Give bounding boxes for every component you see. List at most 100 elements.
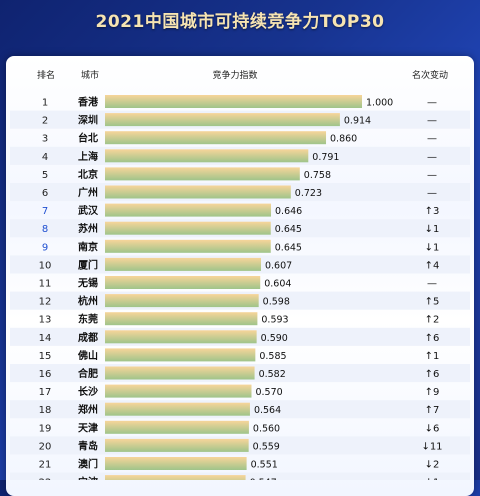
chart-title: 2021中国城市可持续竞争力TOP30: [95, 12, 385, 32]
rank-label: 19: [39, 423, 52, 434]
rank-change-label: ↑6: [425, 333, 440, 344]
bar: [105, 149, 309, 163]
rank-change-label: ↑7: [425, 405, 440, 416]
header-rank: 排名: [36, 71, 55, 81]
value-label: 0.547: [250, 478, 277, 480]
city-label: 东莞: [78, 313, 98, 326]
value-label: 0.860: [330, 134, 357, 145]
rank-label: 15: [39, 351, 52, 362]
bar: [105, 402, 250, 416]
city-label: 苏州: [78, 222, 98, 235]
city-label: 上海: [78, 150, 98, 163]
rank-change-label: ↑1: [425, 351, 440, 362]
rank-label: 2: [42, 116, 48, 127]
value-label: 0.723: [295, 188, 322, 199]
rank-label: 22: [39, 478, 52, 480]
rank-label: 13: [39, 315, 52, 326]
bar: [105, 131, 327, 145]
value-label: 0.604: [264, 279, 291, 290]
city-label: 长沙: [78, 385, 98, 398]
value-label: 0.791: [312, 152, 339, 163]
bar: [105, 348, 256, 362]
bar: [105, 167, 300, 181]
value-label: 0.585: [259, 351, 286, 362]
rank-label: 17: [39, 387, 52, 398]
value-label: 0.560: [253, 423, 280, 434]
city-label: 郑州: [78, 403, 98, 416]
rank-label: 9: [42, 242, 48, 253]
value-label: 0.645: [275, 224, 302, 235]
rank-change-label: ↓2: [425, 460, 440, 471]
value-label: 0.570: [255, 387, 282, 398]
bar: [105, 366, 255, 380]
bar-chart: 1 香港 1.000 — 2 深圳 0.914 — 3 台北 0.860 — 4 上海 0.791 — 5 北京 0…: [10, 95, 470, 480]
value-label: 0.646: [275, 206, 302, 217]
bar: [105, 257, 261, 271]
bar: [105, 294, 259, 308]
bar: [105, 221, 271, 235]
rank-change-label: ↓6: [425, 423, 440, 434]
rank-change-label: —: [427, 188, 437, 199]
header-city: 城市: [80, 71, 99, 81]
value-label: 0.593: [261, 315, 288, 326]
city-label: 无锡: [77, 277, 98, 290]
rank-change-label: —: [427, 152, 437, 163]
city-label: 佛山: [77, 349, 98, 362]
rank-label: 11: [39, 279, 52, 290]
city-label: 合肥: [77, 367, 98, 380]
value-label: 0.590: [261, 333, 288, 344]
value-label: 0.758: [304, 170, 331, 181]
bar: [105, 185, 291, 199]
rank-label: 6: [42, 188, 48, 199]
rank-label: 12: [39, 297, 52, 308]
bar: [105, 457, 247, 470]
value-label: 0.914: [344, 116, 371, 127]
city-label: 香港: [78, 96, 99, 109]
rank-change-label: ↑6: [425, 369, 440, 380]
rank-change-label: ↑3: [425, 206, 440, 217]
rank-change-label: —: [427, 134, 437, 145]
value-label: 1.000: [366, 98, 393, 109]
value-label: 0.607: [265, 260, 292, 271]
rank-change-label: —: [427, 279, 437, 290]
bar: [105, 475, 246, 480]
city-label: 北京: [78, 168, 98, 181]
header-change: 名次变动: [411, 71, 448, 81]
rank-label: 8: [42, 224, 48, 235]
rank-label: 14: [39, 333, 52, 344]
city-label: 天津: [78, 421, 98, 434]
city-label: 成都: [78, 331, 98, 344]
bar: [105, 330, 257, 344]
value-label: 0.559: [253, 441, 280, 452]
rank-label: 1: [42, 98, 48, 109]
rank-label: 21: [39, 460, 52, 471]
rank-label: 20: [39, 441, 52, 452]
rank-change-label: ↓1: [425, 242, 440, 253]
bar: [105, 420, 249, 434]
city-label: 广州: [78, 186, 98, 199]
rank-label: 3: [42, 134, 48, 145]
rank-change-label: ↑5: [425, 297, 440, 308]
bar: [105, 95, 362, 108]
city-label: 南京: [78, 240, 98, 253]
city-label: 厦门: [78, 258, 98, 271]
bar: [105, 438, 249, 452]
rank-label: 16: [39, 369, 52, 380]
city-label: 武汉: [78, 204, 99, 217]
rank-label: 10: [39, 260, 52, 271]
rank-change-label: ↓1: [425, 224, 440, 235]
city-label: 澳门: [78, 458, 98, 471]
rank-change-label: ↑4: [425, 260, 440, 271]
city-label: 台北: [78, 132, 98, 145]
rank-change-label: —: [427, 170, 437, 181]
bar: [105, 312, 258, 326]
rank-label: 18: [39, 405, 52, 416]
bar: [105, 384, 252, 398]
rank-change-label: ↑9: [425, 387, 440, 398]
rank-change-label: ↓1: [425, 478, 440, 480]
value-label: 0.582: [259, 369, 286, 380]
city-label: 青岛: [78, 439, 98, 452]
city-label: 宁波: [78, 476, 99, 480]
value-label: 0.598: [263, 297, 290, 308]
bar: [105, 203, 272, 217]
